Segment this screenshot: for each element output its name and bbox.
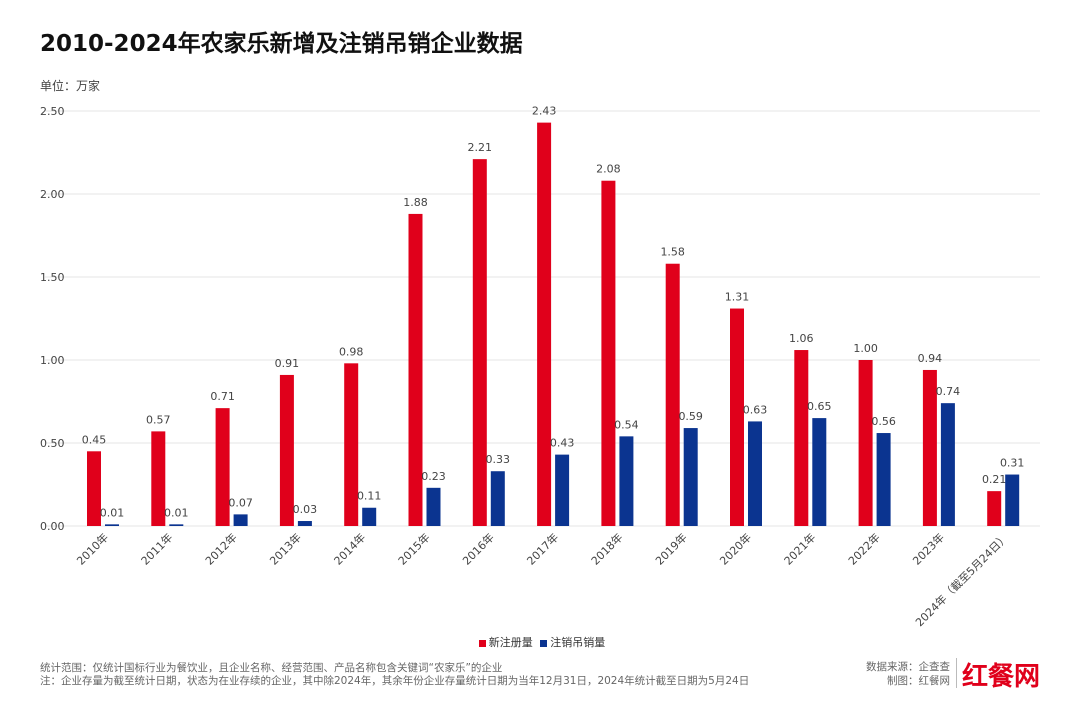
data-label: 1.58 xyxy=(660,246,685,259)
bar-new xyxy=(344,363,359,526)
bar-new xyxy=(215,408,230,526)
data-label: 2.43 xyxy=(532,105,557,118)
data-label: 0.98 xyxy=(339,345,364,358)
bar-cancel xyxy=(619,436,634,526)
data-label: 0.65 xyxy=(807,400,832,413)
x-tick-label: 2020年 xyxy=(717,530,754,567)
data-label: 0.11 xyxy=(357,490,382,503)
data-label: 0.23 xyxy=(421,470,446,483)
data-label: 2.08 xyxy=(596,163,621,176)
data-label: 0.74 xyxy=(936,385,961,398)
bar-new xyxy=(408,213,423,527)
legend-swatch-cancel xyxy=(540,639,548,647)
bar-new xyxy=(472,159,487,526)
legend-swatch-new xyxy=(478,639,486,647)
bar-cancel xyxy=(426,487,441,526)
bar-new xyxy=(730,308,744,526)
bar-new xyxy=(665,263,680,526)
y-tick-label: 0.50 xyxy=(40,437,65,450)
x-tick-label: 2010年 xyxy=(74,530,111,567)
source-info: 数据来源：企查查 制图：红餐网 xyxy=(866,660,950,688)
x-tick-label: 2021年 xyxy=(781,530,818,567)
data-label: 0.03 xyxy=(293,503,318,516)
bar-new xyxy=(987,491,1002,526)
data-label: 0.21 xyxy=(982,473,1007,486)
bar-new xyxy=(537,122,552,527)
x-tick-label: 2012年 xyxy=(202,530,239,567)
unit-label: 单位：万家 xyxy=(40,79,101,93)
bar-new xyxy=(151,431,166,526)
data-label: 0.43 xyxy=(550,437,575,450)
brand-logo: 红餐网 xyxy=(962,662,1041,692)
x-tick-label: 2016年 xyxy=(459,530,496,567)
footnote-note: 注：企业存量为截至统计日期，状态为在业存续的企业，其中除2024年，其余年份企业… xyxy=(40,675,750,687)
bar-new xyxy=(601,180,616,526)
y-tick-label: 0.00 xyxy=(40,520,65,533)
x-tick-label: 2018年 xyxy=(588,530,625,567)
bar-cancel xyxy=(362,507,377,526)
data-label: 0.45 xyxy=(82,433,107,446)
data-label: 0.31 xyxy=(1000,457,1025,470)
x-tick-label: 2011年 xyxy=(138,530,175,567)
bar-new xyxy=(279,374,294,526)
x-tick-label: 2014年 xyxy=(331,530,368,567)
data-label: 1.88 xyxy=(403,196,428,209)
data-source: 数据来源：企查查 xyxy=(866,661,950,673)
legend-label-cancel: 注销吊销量 xyxy=(550,636,606,649)
x-tick-label: 2013年 xyxy=(267,530,304,567)
x-tick-label: 2022年 xyxy=(845,530,882,567)
bar-cancel xyxy=(169,524,184,526)
bar-cancel xyxy=(876,433,891,526)
bar-cancel xyxy=(555,454,570,526)
data-label: 1.00 xyxy=(853,342,878,355)
chart-maker: 制图：红餐网 xyxy=(887,675,950,687)
data-label: 0.01 xyxy=(164,506,189,519)
bar-new xyxy=(922,369,937,526)
data-label: 0.71 xyxy=(210,390,235,403)
legend-label-new: 新注册量 xyxy=(488,636,533,649)
bar-cancel xyxy=(490,471,505,526)
x-tick-label: 2023年 xyxy=(910,530,947,567)
data-label: 1.06 xyxy=(789,332,814,345)
data-label: 0.59 xyxy=(678,410,703,423)
legend: 新注册量 注销吊销量 xyxy=(0,634,1080,650)
data-label: 0.94 xyxy=(918,352,943,365)
data-label: 0.57 xyxy=(146,413,171,426)
data-label: 0.56 xyxy=(871,415,896,428)
bar-new xyxy=(87,451,101,526)
y-tick-label: 1.00 xyxy=(40,354,65,367)
data-label: 0.63 xyxy=(743,403,768,416)
bar-cancel xyxy=(1005,474,1020,526)
bar-cancel xyxy=(940,403,955,526)
bar-cancel xyxy=(297,521,312,526)
bar-new xyxy=(794,350,809,526)
chart-title: 2010-2024年农家乐新增及注销吊销企业数据 xyxy=(40,31,523,57)
bar-cancel xyxy=(105,524,119,526)
data-label: 2.21 xyxy=(468,141,493,154)
data-label: 0.01 xyxy=(100,506,125,519)
bar-cancel xyxy=(683,428,698,526)
x-tick-label: 2015年 xyxy=(395,530,432,567)
x-tick-label: 2019年 xyxy=(652,530,689,567)
bar-cancel xyxy=(233,514,248,526)
data-label: 0.54 xyxy=(614,418,639,431)
bar-cancel xyxy=(812,418,827,526)
y-tick-label: 2.00 xyxy=(40,188,65,201)
footnotes: 统计范围：仅统计国标行业为餐饮业，且企业名称、经营范围、产品名称包含关键词“农家… xyxy=(40,662,749,688)
y-tick-label: 2.50 xyxy=(40,105,65,118)
divider xyxy=(956,658,957,688)
y-tick-label: 1.50 xyxy=(40,271,65,284)
bar-cancel xyxy=(748,421,762,526)
data-label: 0.07 xyxy=(228,496,253,509)
data-label: 0.33 xyxy=(486,453,511,466)
data-label: 0.91 xyxy=(275,357,300,370)
data-label: 1.31 xyxy=(725,291,750,304)
x-tick-label: 2017年 xyxy=(524,530,561,567)
bar-new xyxy=(858,360,873,526)
footnote-scope: 统计范围：仅统计国标行业为餐饮业，且企业名称、经营范围、产品名称包含关键词“农家… xyxy=(40,662,503,674)
